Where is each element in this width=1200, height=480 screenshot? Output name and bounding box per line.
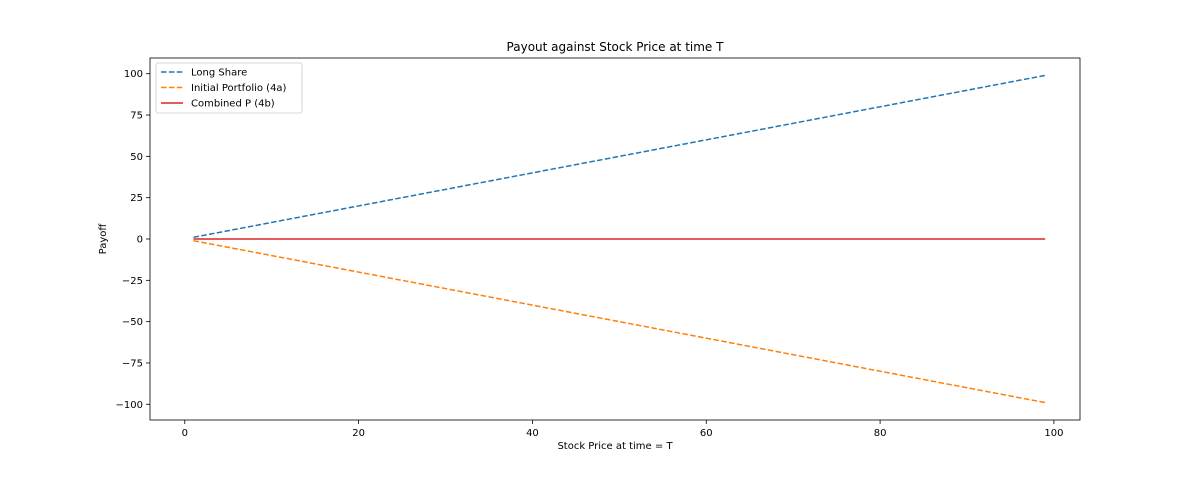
x-axis: 0 20 40 60 80 100 <box>182 420 1063 439</box>
y-tick-label: 0 <box>137 235 143 246</box>
x-tick-label: 40 <box>526 428 539 439</box>
x-axis-label: Stock Price at time = T <box>557 441 673 452</box>
x-tick-label: 80 <box>874 428 887 439</box>
legend: Long Share Initial Portfolio (4a) Combined… <box>155 62 303 114</box>
y-tick-label: 25 <box>130 193 143 204</box>
y-tick-label: −25 <box>122 276 143 287</box>
y-tick-label: 75 <box>130 111 143 122</box>
x-tick-label: 100 <box>1044 428 1063 439</box>
legend-box <box>155 62 303 114</box>
y-tick-label: −50 <box>122 317 143 328</box>
y-tick-label: −100 <box>116 400 143 411</box>
y-tick-label: 100 <box>124 69 143 80</box>
series-line-initial-portfolio-4a <box>193 239 1046 404</box>
y-axis-label: Payoff <box>98 223 109 255</box>
legend-label-combined-p-4b: Combined P (4b) <box>191 99 275 110</box>
x-tick-label: 60 <box>700 428 713 439</box>
x-tick-label: 0 <box>182 428 188 439</box>
legend-label-initial-portfolio-4a: Initial Portfolio (4a) <box>191 83 287 94</box>
chart-title: Payout against Stock Price at time T <box>507 40 725 54</box>
x-tick-label: 20 <box>352 428 365 439</box>
y-tick-label: 50 <box>130 152 143 163</box>
series-line-long-share <box>193 74 1046 239</box>
y-axis: −100 −75 −50 −25 0 25 50 75 100 <box>116 69 150 411</box>
y-tick-label: −75 <box>122 358 143 369</box>
legend-label-long-share: Long Share <box>191 68 247 79</box>
plot-area <box>193 74 1046 404</box>
